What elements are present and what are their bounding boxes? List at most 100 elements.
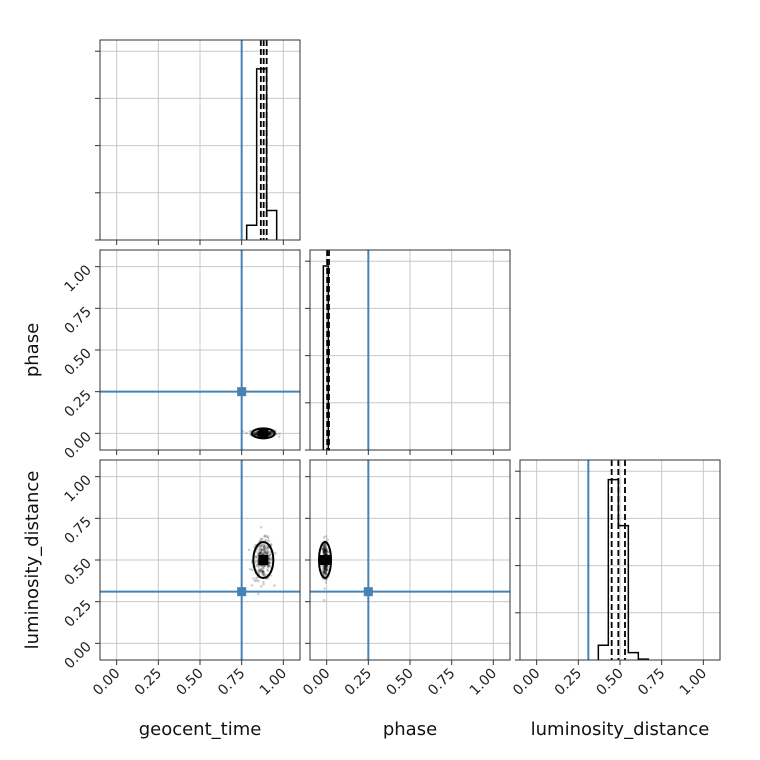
sample-point: [255, 432, 259, 435]
sample-point: [323, 545, 327, 549]
sample-point: [322, 567, 325, 571]
sample-point: [325, 550, 328, 553]
sample-point: [268, 554, 271, 557]
sample-point: [261, 571, 265, 574]
sample-point: [321, 547, 325, 550]
sample-point: [267, 557, 271, 560]
sample-point: [321, 547, 325, 551]
contour: [318, 541, 332, 579]
sample-point: [255, 576, 258, 580]
sample-point: [323, 548, 327, 552]
sample-point: [324, 567, 328, 570]
sample-point: [324, 552, 328, 555]
sample-point: [262, 548, 266, 551]
sample-point: [324, 552, 328, 556]
sample-point: [323, 549, 326, 553]
sample-point: [325, 569, 329, 572]
panel-phase-vs-geocent_time: 0.00 0.25 0.50 0.75 1.00: [61, 249, 301, 462]
sample-point: [268, 433, 272, 437]
sample-point: [324, 565, 328, 568]
sample-point: [323, 565, 326, 568]
sample-point: [324, 569, 327, 573]
sample-point: [322, 550, 325, 554]
sample-point: [263, 544, 267, 548]
sample-point: [323, 551, 326, 555]
sample-point: [277, 435, 281, 438]
sample-point: [323, 571, 327, 575]
sample-point: [322, 570, 325, 573]
sample-point: [325, 568, 329, 572]
sample-point: [253, 561, 257, 565]
sample-point: [322, 598, 326, 602]
sample-point: [262, 544, 266, 548]
sample-point: [324, 581, 328, 584]
sample-point: [267, 539, 271, 543]
sample-point: [324, 548, 327, 551]
sample-point: [323, 546, 326, 549]
sample-point: [265, 545, 269, 548]
sample-point: [263, 552, 266, 555]
sample-point: [324, 564, 327, 568]
sample-point: [261, 570, 264, 573]
sample-point: [324, 567, 327, 570]
sample-point: [266, 536, 270, 540]
y-tick-label: 0.75: [61, 304, 94, 337]
sample-point: [259, 548, 263, 552]
sample-point: [260, 570, 264, 574]
sample-point: [323, 550, 326, 554]
sample-point: [323, 548, 327, 552]
sample-point: [324, 571, 327, 574]
sample-point: [258, 539, 262, 543]
sample-point: [323, 543, 326, 547]
x-tick-label: 1.00: [257, 666, 290, 699]
sample-point: [262, 582, 265, 586]
sample-point: [257, 579, 260, 583]
sample-point: [260, 564, 264, 568]
x-tick-label: 0.50: [173, 666, 206, 699]
sample-point: [259, 548, 262, 552]
sample-point: [324, 564, 327, 568]
sample-point: [323, 546, 326, 550]
truth-marker: [363, 587, 373, 597]
sample-point: [322, 566, 326, 570]
sample-point: [321, 548, 325, 551]
panel-phase-vs-phase: [305, 249, 511, 455]
sample-point: [263, 550, 267, 553]
sample-point: [326, 564, 330, 568]
sample-point: [324, 564, 327, 568]
y-tick-label: 0.25: [61, 597, 94, 630]
sample-point: [325, 565, 328, 568]
sample-point: [256, 592, 260, 596]
sample-point: [247, 548, 251, 552]
sample-point: [323, 573, 326, 577]
sample-point: [323, 569, 326, 572]
sample-point: [323, 567, 327, 570]
panel-geocent_time-vs-geocent_time: [95, 39, 301, 245]
sample-point: [269, 433, 273, 437]
sample-point: [262, 550, 266, 554]
panel-luminosity_distance-vs-phase: 0.00 0.25 0.50 0.75 1.00: [300, 459, 511, 699]
sample-point: [324, 548, 328, 551]
sample-point: [323, 548, 326, 552]
sample-point: [268, 561, 272, 564]
sample-point: [326, 550, 330, 554]
sample-point: [269, 431, 272, 435]
sample-point: [268, 558, 271, 561]
sample-point: [274, 552, 277, 555]
sample-point: [325, 566, 329, 569]
contour: [252, 541, 275, 579]
sample-point: [324, 569, 327, 573]
sample-point: [323, 548, 327, 551]
sample-point: [260, 551, 263, 554]
sample-point: [261, 542, 265, 546]
sample-point: [266, 535, 270, 539]
sample-point: [250, 568, 254, 572]
sample-point: [324, 547, 327, 550]
sample-point: [322, 570, 326, 574]
sample-point: [322, 552, 325, 555]
sample-point: [263, 534, 267, 537]
panel-luminosity_distance-vs-geocent_time: 0.00 0.25 0.50 0.75 1.000.000.250.500.751.00: [61, 459, 301, 699]
sample-point: [254, 559, 258, 563]
x-tick-label: 0.75: [635, 666, 668, 699]
sample-point: [268, 431, 272, 434]
